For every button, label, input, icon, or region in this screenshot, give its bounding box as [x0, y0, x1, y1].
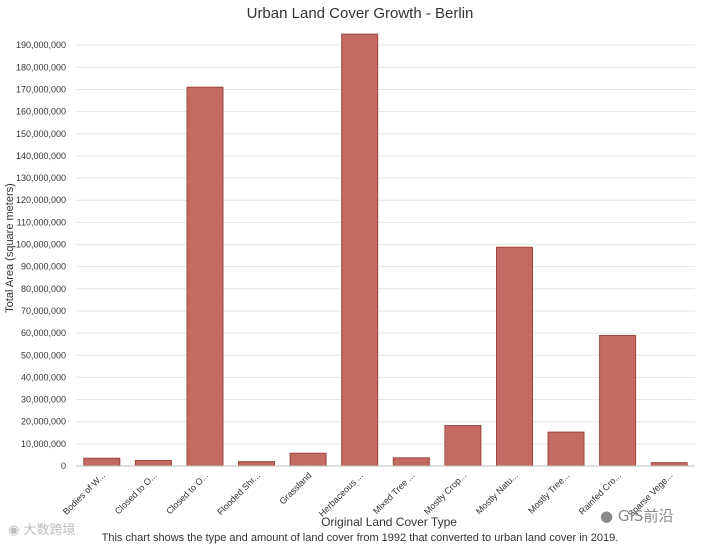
bar	[599, 335, 637, 467]
gridlines	[76, 44, 695, 445]
y-tick-label: 170,000,000	[16, 84, 66, 94]
watermark-left-text: 大数跨境	[23, 523, 76, 538]
watermark-left: ◉ 大数跨境	[8, 519, 76, 538]
x-tick-label: Mostly Natu...	[474, 470, 520, 516]
x-tick-label: Mostly Tree...	[526, 470, 571, 515]
y-tick-label: 180,000,000	[16, 62, 66, 72]
bar	[444, 425, 482, 467]
watermark-right: ● GIS前沿	[600, 505, 673, 526]
bar	[341, 33, 379, 467]
bar	[238, 461, 275, 467]
bar	[496, 246, 533, 467]
y-tick-label: 70,000,000	[21, 306, 66, 316]
x-axis-label: Original Land Cover Type	[321, 515, 457, 529]
wechat-icon: ●	[600, 507, 614, 525]
bars	[83, 33, 688, 467]
y-tick-label: 20,000,000	[21, 417, 66, 427]
x-tick-label: Closed to O...	[113, 470, 159, 516]
y-tick-label: 40,000,000	[21, 372, 66, 382]
x-tick-label: Closed to O...	[164, 470, 210, 516]
chart-caption: This chart shows the type and amount of …	[102, 532, 619, 544]
y-tick-label: 0	[61, 461, 66, 471]
y-axis-ticks: 0 10,000,000 20,000,000 30,000,000 40,000,00…	[16, 40, 66, 471]
watermark-right-text: GIS前沿	[617, 507, 674, 525]
y-tick-label: 130,000,000	[16, 173, 66, 183]
bar	[289, 452, 327, 467]
chart-title: Urban Land Cover Growth - Berlin	[247, 5, 474, 22]
camera-icon: ◉	[8, 523, 20, 538]
y-tick-label: 30,000,000	[21, 395, 66, 405]
bar	[83, 457, 121, 467]
y-tick-label: 90,000,000	[21, 262, 66, 272]
x-tick-label: Flooded Shr...	[215, 470, 262, 517]
y-tick-label: 190,000,000	[16, 40, 66, 50]
y-tick-label: 60,000,000	[21, 328, 66, 338]
y-tick-label: 150,000,000	[16, 129, 66, 139]
bar	[392, 457, 430, 467]
x-tick-label: Grassland	[277, 470, 313, 506]
y-tick-label: 160,000,000	[16, 107, 66, 117]
y-tick-label: 140,000,000	[16, 151, 66, 161]
x-tick-label: Mostly Crop...	[422, 470, 468, 516]
bar	[134, 460, 172, 467]
y-tick-label: 100,000,000	[16, 240, 66, 250]
bar	[547, 431, 585, 467]
y-tick-label: 10,000,000	[21, 439, 66, 449]
x-axis-ticks: Bodies of W... Closed to O... Closed to O.…	[61, 470, 675, 519]
x-tick-label: Herbaceous ...	[317, 470, 365, 518]
y-tick-label: 120,000,000	[16, 195, 66, 205]
y-tick-label: 50,000,000	[21, 350, 66, 360]
y-tick-label: 80,000,000	[21, 284, 66, 294]
bar	[186, 86, 224, 467]
y-tick-label: 110,000,000	[17, 217, 66, 227]
x-tick-label: Bodies of W...	[61, 470, 107, 516]
y-axis-label: Total Area (square meters)	[4, 183, 16, 313]
x-tick-label: Mixed Tree ...	[371, 470, 417, 516]
